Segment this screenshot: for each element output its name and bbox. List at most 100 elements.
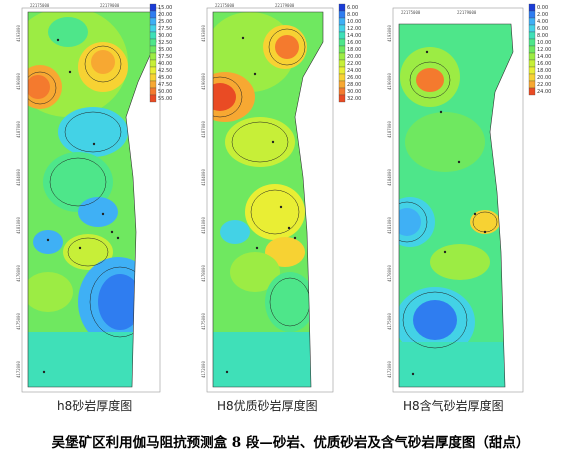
svg-text:22175000: 22175000 [30, 3, 50, 8]
y-tick-label: 4178000 [201, 265, 206, 282]
map-quality-sandstone: 22175000 22179000 4193000 4190000 4187000 4… [201, 3, 334, 393]
y-tick-label: 4184000 [201, 169, 206, 186]
legend-swatch [528, 66, 536, 75]
legend-label: 2.00 [537, 12, 548, 18]
map-sandstone: 22175000 22179000 4193000 4190000 4187000 4… [16, 3, 161, 393]
svg-text:22179000: 22179000 [457, 10, 477, 15]
y-tick-label: 4190000 [201, 73, 206, 90]
legend-label: 37.50 [158, 54, 172, 60]
legend-swatch [338, 45, 346, 54]
y-tick-label: 4172000 [16, 361, 21, 378]
legend-swatch [528, 80, 536, 89]
legend-label: 32.00 [347, 96, 361, 102]
legend-label: 20.00 [347, 54, 361, 60]
legend-label: 4.00 [537, 19, 548, 25]
y-tick-label: 4175000 [16, 313, 21, 330]
y-tick-label: 4172000 [201, 361, 206, 378]
legend-label: 26.00 [347, 75, 361, 81]
legend-label: 15.00 [158, 5, 172, 11]
legend-swatch [338, 24, 346, 33]
y-tick-label: 4175000 [201, 313, 206, 330]
legend-swatch [528, 73, 536, 82]
legend-gas-sandstone: 0.002.004.006.008.0010.0012.0014.0016.00… [528, 3, 551, 96]
legend-swatch [338, 87, 346, 96]
legend-label: 24.00 [537, 89, 551, 95]
legend-label: 40.00 [158, 61, 172, 67]
y-tick-label: 4178000 [387, 265, 392, 282]
legend-label: 28.00 [347, 82, 361, 88]
legend-label: 8.00 [537, 33, 548, 39]
legend-label: 20.00 [158, 12, 172, 18]
caption-sandstone: h8砂岩厚度图 [57, 399, 133, 413]
main-title: 吴堡矿区利用伽马阻抗预测盒 8 段—砂岩、优质砂岩及含气砂岩厚度图（甜点） [51, 435, 530, 451]
svg-text:22179000: 22179000 [275, 3, 295, 8]
y-tick-label: 4184000 [387, 169, 392, 186]
legend-label: 12.00 [347, 26, 361, 32]
legend-swatch [338, 52, 346, 61]
legend-swatch [149, 45, 157, 54]
legend-label: 32.50 [158, 40, 172, 46]
legend-label: 27.50 [158, 26, 172, 32]
legend-swatch [528, 87, 536, 96]
svg-text:22175000: 22175000 [401, 10, 421, 15]
legend-label: 35.00 [158, 47, 172, 53]
legend-swatch [149, 87, 157, 96]
legend-label: 30.00 [347, 89, 361, 95]
legend-label: 0.00 [537, 5, 548, 11]
legend-swatch [528, 17, 536, 26]
map-gas-sandstone: 22175000 22179000 4193000 4190000 4187000 4… [387, 7, 524, 393]
panel-sandstone: 22175000 22179000 4193000 4190000 4187000 4… [8, 2, 188, 417]
y-tick-label: 4193000 [16, 25, 21, 42]
legend-label: 16.00 [537, 61, 551, 67]
legend-label: 22.00 [347, 61, 361, 67]
legend-swatch [149, 66, 157, 75]
legend-label: 10.00 [347, 19, 361, 25]
legend-swatch [528, 45, 536, 54]
legend-swatch [338, 17, 346, 26]
caption-quality-sandstone: H8优质砂岩厚度图 [217, 399, 318, 413]
legend-label: 12.00 [537, 47, 551, 53]
legend-swatch [149, 38, 157, 47]
legend-swatch [338, 10, 346, 19]
y-tick-label: 4193000 [201, 25, 206, 42]
svg-text:22175000: 22175000 [215, 3, 235, 8]
legend-swatch [528, 10, 536, 19]
y-tick-label: 4187000 [16, 121, 21, 138]
legend-swatch [149, 10, 157, 19]
legend-label: 8.00 [347, 12, 358, 18]
legend-swatch [338, 73, 346, 82]
legend-label: 24.00 [347, 68, 361, 74]
legend-swatch [149, 24, 157, 33]
legend-label: 6.00 [347, 5, 358, 11]
y-tick-label: 4172000 [387, 361, 392, 378]
legend-swatch [149, 31, 157, 40]
legend-quality-sandstone: 6.008.0010.0012.0014.0016.0018.0020.0022… [338, 3, 361, 103]
frame [392, 7, 524, 393]
legend-label: 20.00 [537, 75, 551, 81]
legend-label: 6.00 [537, 26, 548, 32]
legend-swatch [149, 80, 157, 89]
y-tick-label: 4190000 [387, 73, 392, 90]
legend-label: 47.50 [158, 82, 172, 88]
legend-swatch [528, 24, 536, 33]
legend-swatch [528, 59, 536, 68]
legend-swatch [528, 31, 536, 40]
y-tick-label: 4187000 [387, 121, 392, 138]
frame [206, 7, 334, 393]
legend-swatch [528, 38, 536, 47]
legend-swatch [149, 73, 157, 82]
legend-swatch [338, 31, 346, 40]
legend-swatch [338, 3, 346, 12]
y-tick-label: 4181000 [16, 217, 21, 234]
legend-swatch [149, 17, 157, 26]
y-tick-label: 4175000 [387, 313, 392, 330]
legend-swatch [149, 94, 157, 103]
legend-label: 42.50 [158, 68, 172, 74]
legend-swatch [338, 94, 346, 103]
legend-label: 45.00 [158, 75, 172, 81]
legend-label: 10.00 [537, 40, 551, 46]
y-tick-label: 4184000 [16, 169, 21, 186]
legend-swatch [149, 59, 157, 68]
legend-swatch [338, 59, 346, 68]
legend-swatch [338, 80, 346, 89]
